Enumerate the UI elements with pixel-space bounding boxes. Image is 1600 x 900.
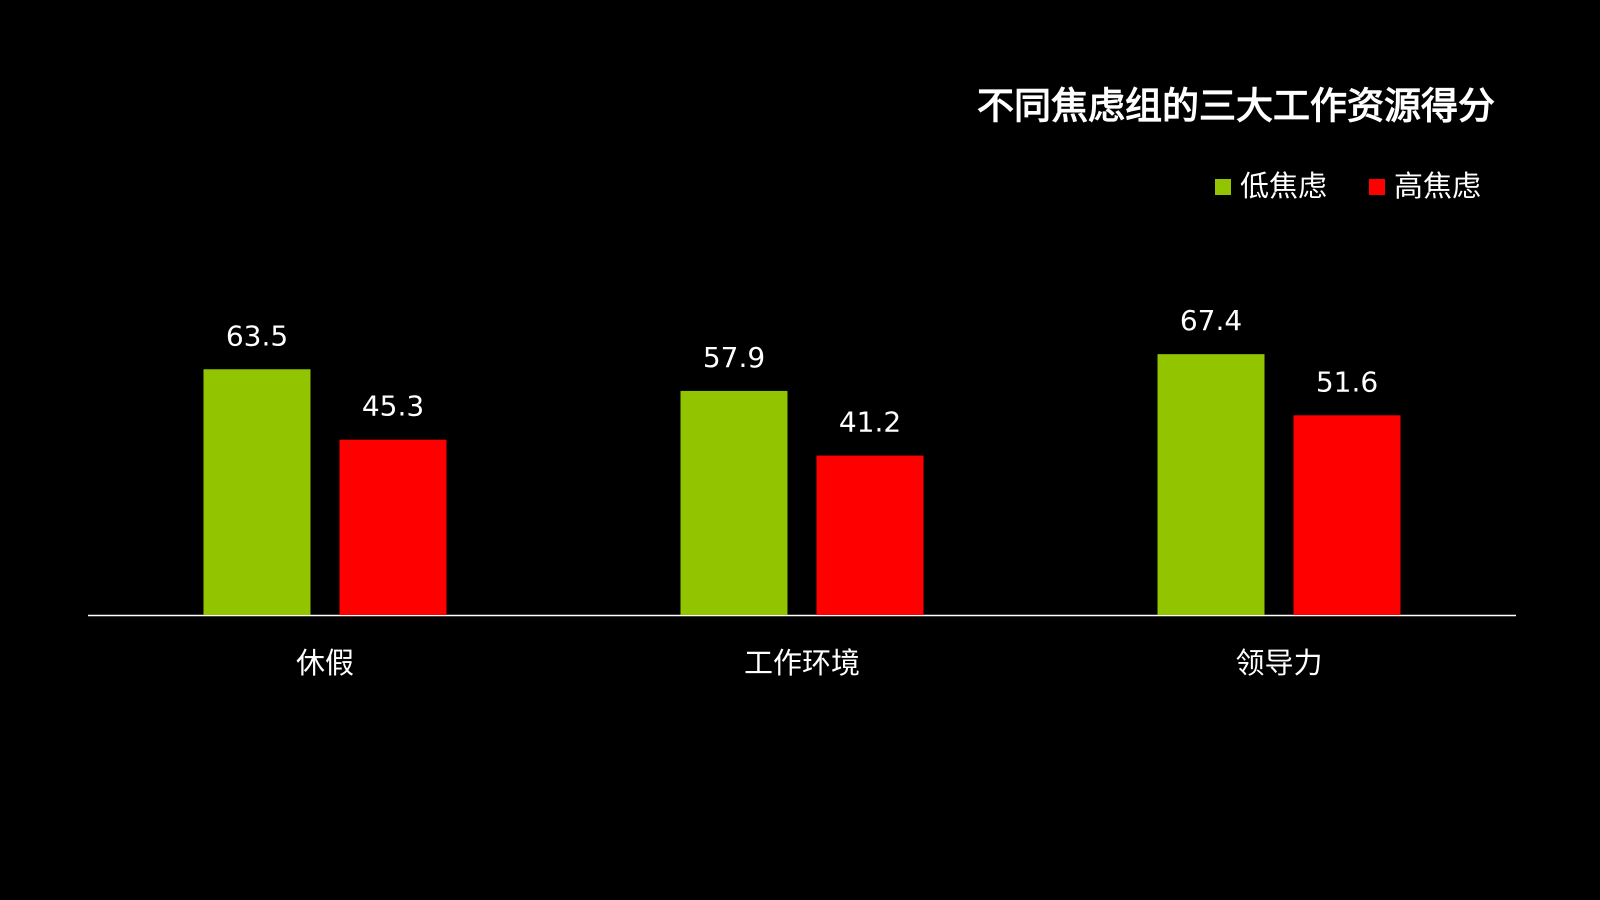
legend-label: 低焦虑 [1240, 169, 1327, 203]
bar [1293, 415, 1401, 615]
x-tick-label: 工作环境 [744, 646, 860, 680]
x-tick-label: 领导力 [1235, 646, 1322, 680]
x-tick-label: 休假 [296, 646, 354, 680]
legend-swatch [1369, 179, 1385, 195]
data-label: 63.5 [226, 319, 288, 352]
legend-swatch [1215, 179, 1231, 195]
data-label: 41.2 [839, 406, 901, 439]
bar [203, 369, 311, 615]
legend-label: 高焦虑 [1394, 169, 1481, 203]
bar [339, 439, 447, 615]
bar [680, 390, 788, 615]
bar [1157, 354, 1265, 615]
data-label: 51.6 [1316, 365, 1378, 398]
chart-title: 不同焦虑组的三大工作资源得分 [977, 85, 1495, 128]
data-label: 67.4 [1180, 304, 1242, 337]
data-label: 57.9 [703, 341, 765, 374]
data-label: 45.3 [362, 390, 424, 423]
bar [816, 455, 924, 615]
